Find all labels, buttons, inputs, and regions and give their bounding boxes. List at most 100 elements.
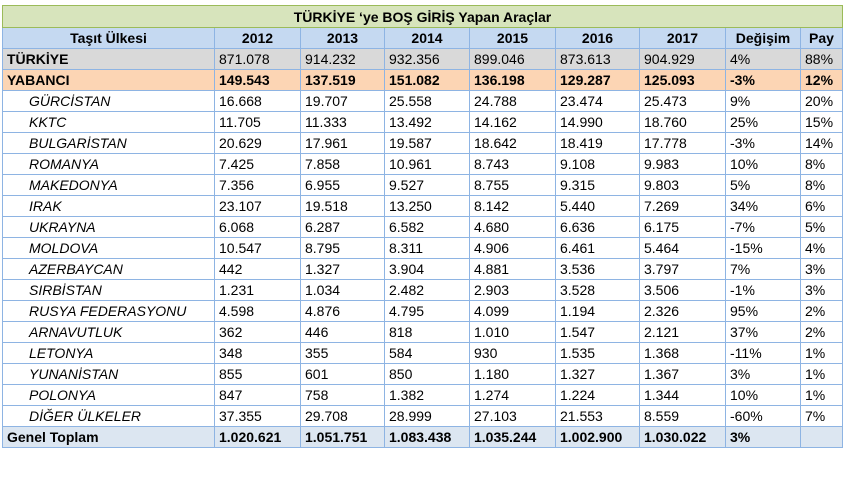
value-cell: 7.858 bbox=[300, 153, 385, 175]
value-cell: 1.035.244 bbox=[469, 426, 556, 448]
share-cell: 7% bbox=[800, 405, 843, 427]
value-cell: 1.030.022 bbox=[639, 426, 726, 448]
value-cell: 1.274 bbox=[469, 384, 556, 406]
row-label: YABANCI bbox=[2, 69, 215, 91]
value-cell: 21.553 bbox=[555, 405, 640, 427]
row-label: BULGARİSTAN bbox=[2, 132, 215, 154]
share-cell: 8% bbox=[800, 153, 843, 175]
value-cell: 8.795 bbox=[300, 237, 385, 259]
country-row: ARNAVUTLUK 362 446 818 1.010 1.547 2.121 37% 2% bbox=[2, 321, 843, 343]
value-cell: 16.668 bbox=[214, 90, 301, 112]
share-cell: 2% bbox=[800, 321, 843, 343]
yabanci-row: YABANCI 149.543 137.519 151.082 136.198 129.2… bbox=[2, 69, 843, 91]
value-cell: 584 bbox=[384, 342, 470, 364]
country-row: LETONYA 348 355 584 930 1.535 1.368 -11% 1% bbox=[2, 342, 843, 364]
value-cell: 9.108 bbox=[555, 153, 640, 175]
row-label: ROMANYA bbox=[2, 153, 215, 175]
value-cell: 1.180 bbox=[469, 363, 556, 385]
row-label: MAKEDONYA bbox=[2, 174, 215, 196]
change-cell: -3% bbox=[725, 132, 801, 154]
value-cell: 850 bbox=[384, 363, 470, 385]
value-cell: 14.162 bbox=[469, 111, 556, 133]
change-cell: 3% bbox=[725, 426, 801, 448]
value-cell: 1.051.751 bbox=[300, 426, 385, 448]
column-header: 2015 bbox=[469, 27, 556, 49]
value-cell: 1.382 bbox=[384, 384, 470, 406]
row-label: KKTC bbox=[2, 111, 215, 133]
value-cell: 37.355 bbox=[214, 405, 301, 427]
country-row: SIRBİSTAN 1.231 1.034 2.482 2.903 3.528 3.506-… bbox=[2, 279, 843, 301]
value-cell: 3.904 bbox=[384, 258, 470, 280]
row-label: DİĞER ÜLKELER bbox=[2, 405, 215, 427]
change-cell: 7% bbox=[725, 258, 801, 280]
value-cell: 23.474 bbox=[555, 90, 640, 112]
value-cell: 10.547 bbox=[214, 237, 301, 259]
value-cell: 758 bbox=[300, 384, 385, 406]
column-header: 2016 bbox=[555, 27, 640, 49]
value-cell: 2.903 bbox=[469, 279, 556, 301]
value-cell: 136.198 bbox=[469, 69, 556, 91]
value-cell: 904.929 bbox=[639, 48, 726, 70]
value-cell: 442 bbox=[214, 258, 301, 280]
value-cell: 446 bbox=[300, 321, 385, 343]
row-label: AZERBAYCAN bbox=[2, 258, 215, 280]
value-cell: 2.326 bbox=[639, 300, 726, 322]
value-cell: 1.224 bbox=[555, 384, 640, 406]
value-cell: 8.311 bbox=[384, 237, 470, 259]
column-header: Pay bbox=[800, 27, 843, 49]
value-cell: 7.356 bbox=[214, 174, 301, 196]
value-cell: 932.356 bbox=[384, 48, 470, 70]
change-cell: -11% bbox=[725, 342, 801, 364]
value-cell: 2.482 bbox=[384, 279, 470, 301]
country-row: ROMANYA 7.425 7.858 10.961 8.743 9.108 9.983 10… bbox=[2, 153, 843, 175]
change-cell: 4% bbox=[725, 48, 801, 70]
value-cell: 1.010 bbox=[469, 321, 556, 343]
value-cell: 6.582 bbox=[384, 216, 470, 238]
change-cell: -3% bbox=[725, 69, 801, 91]
value-cell: 6.955 bbox=[300, 174, 385, 196]
value-cell: 28.999 bbox=[384, 405, 470, 427]
value-cell: 10.961 bbox=[384, 153, 470, 175]
value-cell: 1.535 bbox=[555, 342, 640, 364]
value-cell: 25.558 bbox=[384, 90, 470, 112]
row-label: RUSYA FEDERASYONU bbox=[2, 300, 215, 322]
change-cell: -15% bbox=[725, 237, 801, 259]
column-header: 2014 bbox=[384, 27, 470, 49]
share-cell: 15% bbox=[800, 111, 843, 133]
value-cell: 3.528 bbox=[555, 279, 640, 301]
value-cell: 1.231 bbox=[214, 279, 301, 301]
value-cell: 19.587 bbox=[384, 132, 470, 154]
country-row: MAKEDONYA 7.356 6.955 9.527 8.755 9.315 9.803 5… bbox=[2, 174, 843, 196]
value-cell: 348 bbox=[214, 342, 301, 364]
value-cell: 9.803 bbox=[639, 174, 726, 196]
row-label: LETONYA bbox=[2, 342, 215, 364]
data-table: TÜRKİYE ‘ye BOŞ GİRİŞ Yapan Araçlar Taşı… bbox=[2, 5, 843, 448]
header-row: Taşıt Ülkesi 2012 2013 2014 2015 2016 20… bbox=[2, 27, 843, 49]
value-cell: 1.327 bbox=[555, 363, 640, 385]
value-cell: 8.743 bbox=[469, 153, 556, 175]
value-cell: 24.788 bbox=[469, 90, 556, 112]
column-header: Değişim bbox=[725, 27, 801, 49]
value-cell: 4.906 bbox=[469, 237, 556, 259]
column-header: 2013 bbox=[300, 27, 385, 49]
value-cell: 1.034 bbox=[300, 279, 385, 301]
share-cell: 3% bbox=[800, 258, 843, 280]
share-cell: 3% bbox=[800, 279, 843, 301]
value-cell: 6.287 bbox=[300, 216, 385, 238]
change-cell: 25% bbox=[725, 111, 801, 133]
value-cell: 129.287 bbox=[555, 69, 640, 91]
value-cell: 899.046 bbox=[469, 48, 556, 70]
value-cell: 5.464 bbox=[639, 237, 726, 259]
value-cell: 7.425 bbox=[214, 153, 301, 175]
column-header: 2012 bbox=[214, 27, 301, 49]
change-cell: 95% bbox=[725, 300, 801, 322]
value-cell: 137.519 bbox=[300, 69, 385, 91]
change-cell: -60% bbox=[725, 405, 801, 427]
value-cell: 2.121 bbox=[639, 321, 726, 343]
row-label: Genel Toplam bbox=[2, 426, 215, 448]
row-label: TÜRKİYE bbox=[2, 48, 215, 70]
change-cell: 10% bbox=[725, 153, 801, 175]
row-label: POLONYA bbox=[2, 384, 215, 406]
row-label: SIRBİSTAN bbox=[2, 279, 215, 301]
value-cell: 4.876 bbox=[300, 300, 385, 322]
